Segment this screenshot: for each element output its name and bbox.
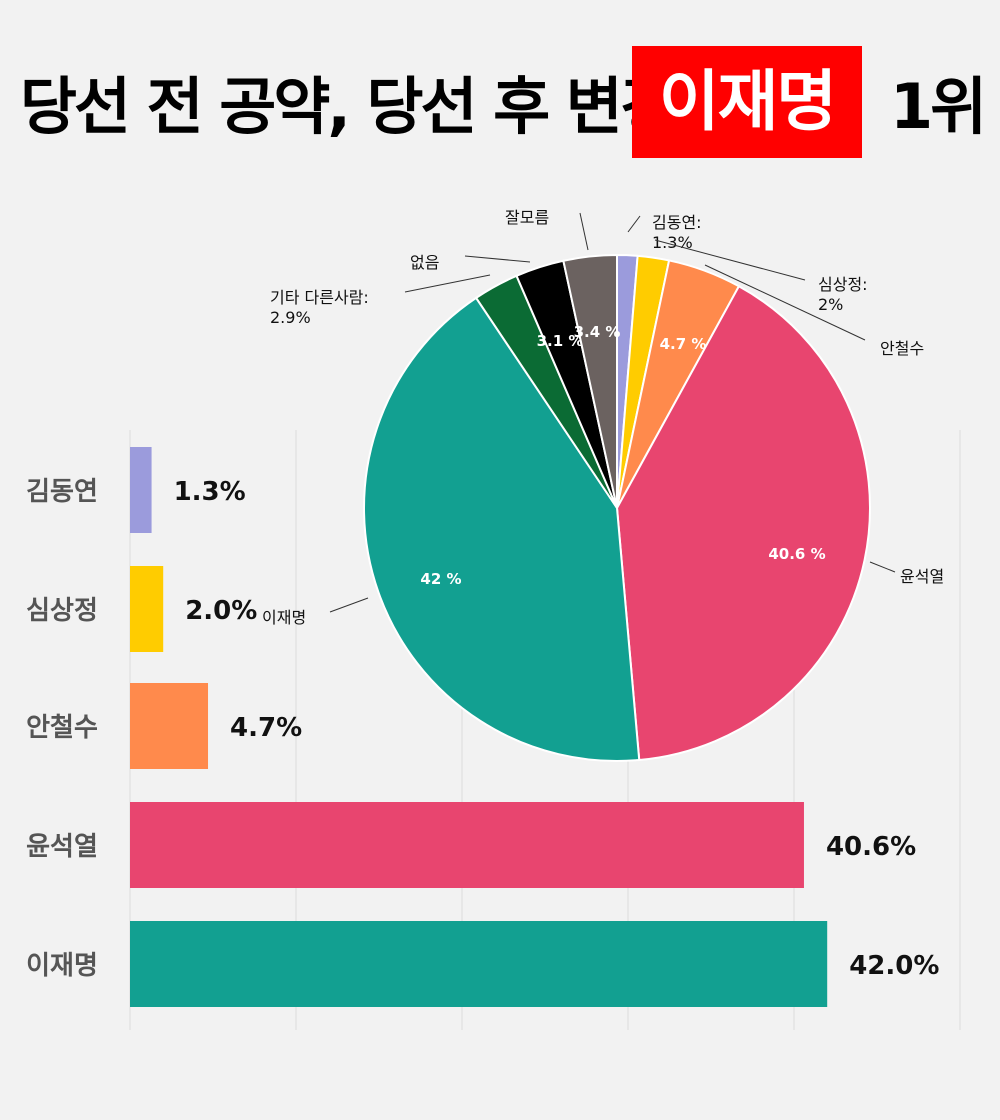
pie-callout-label: 안철수 xyxy=(880,339,924,358)
pie-callout-value: 2% xyxy=(818,295,843,314)
bar-chart: 김동연 1.3% 심상정 2.0% 안철수 4.7% 윤석열 40.6% 이재명 42.0% xyxy=(26,447,939,1007)
pie-callout-label: 기타 다른사람: xyxy=(270,288,369,307)
pie-callout-label: 윤석열 xyxy=(900,567,944,586)
pie-slice-잘모름 xyxy=(562,253,618,509)
bar-value-label: 1.3% xyxy=(174,477,246,507)
bar-category-label: 김동연 xyxy=(26,477,98,507)
pie-slice-윤석열 xyxy=(615,284,871,762)
pie-callout-label: 심상정: xyxy=(818,275,868,294)
bar-안철수 xyxy=(130,683,209,769)
bar-category-label: 윤석열 xyxy=(26,832,98,862)
callout-leader xyxy=(654,239,806,281)
pie-slice-value-label: 3.1 % xyxy=(537,332,584,350)
callout-leader xyxy=(627,215,641,233)
pie-slice-value-label: 40.6 % xyxy=(768,545,825,563)
pie-callout-label: 김동연: xyxy=(652,213,702,232)
pie-slice-value-label: 3.4 % xyxy=(574,323,621,341)
bar-이재명 xyxy=(130,921,828,1007)
pie-chart: 김동연:1.3% 심상정:2% 안철수 4.7 % 윤석열 40.6 % 이재명 42 % 기타… xyxy=(262,208,944,762)
pie-slice-이재명 xyxy=(363,296,641,762)
callout-leader xyxy=(869,561,896,573)
bar-category-label: 심상정 xyxy=(26,596,98,626)
bar-심상정 xyxy=(130,566,164,652)
pie-callout-label: 없음 xyxy=(410,253,439,272)
title-highlight-box: 이재명 xyxy=(632,46,862,158)
title-row: 당선 전 공약, 당선 후 변경할 후보 이재명 1위 xyxy=(0,0,1000,190)
bar-김동연 xyxy=(130,447,152,533)
bar-category-label: 안철수 xyxy=(26,713,98,743)
title-rank: 1위 xyxy=(890,70,987,143)
bar-value-label: 42.0% xyxy=(849,951,939,981)
pie-slice-value-label: 42 % xyxy=(420,570,461,588)
bar-category-label: 이재명 xyxy=(26,951,98,981)
pie-callout-label: 잘모름 xyxy=(505,208,549,227)
callout-leader xyxy=(404,274,491,293)
bar-value-label: 4.7% xyxy=(230,713,302,743)
callout-leader xyxy=(464,255,531,263)
callout-leader xyxy=(329,597,369,613)
pie-callout-value: 1.3% xyxy=(652,233,693,252)
callout-leader xyxy=(704,264,866,341)
pie-slice-value-label: 4.7 % xyxy=(660,335,707,353)
pie-callout-label: 이재명 xyxy=(262,608,306,627)
callout-leader xyxy=(579,212,589,251)
bar-윤석열 xyxy=(130,802,804,888)
bar-value-label: 2.0% xyxy=(185,596,257,626)
pie-callout-value: 2.9% xyxy=(270,308,311,327)
bar-value-label: 40.6% xyxy=(826,832,916,862)
